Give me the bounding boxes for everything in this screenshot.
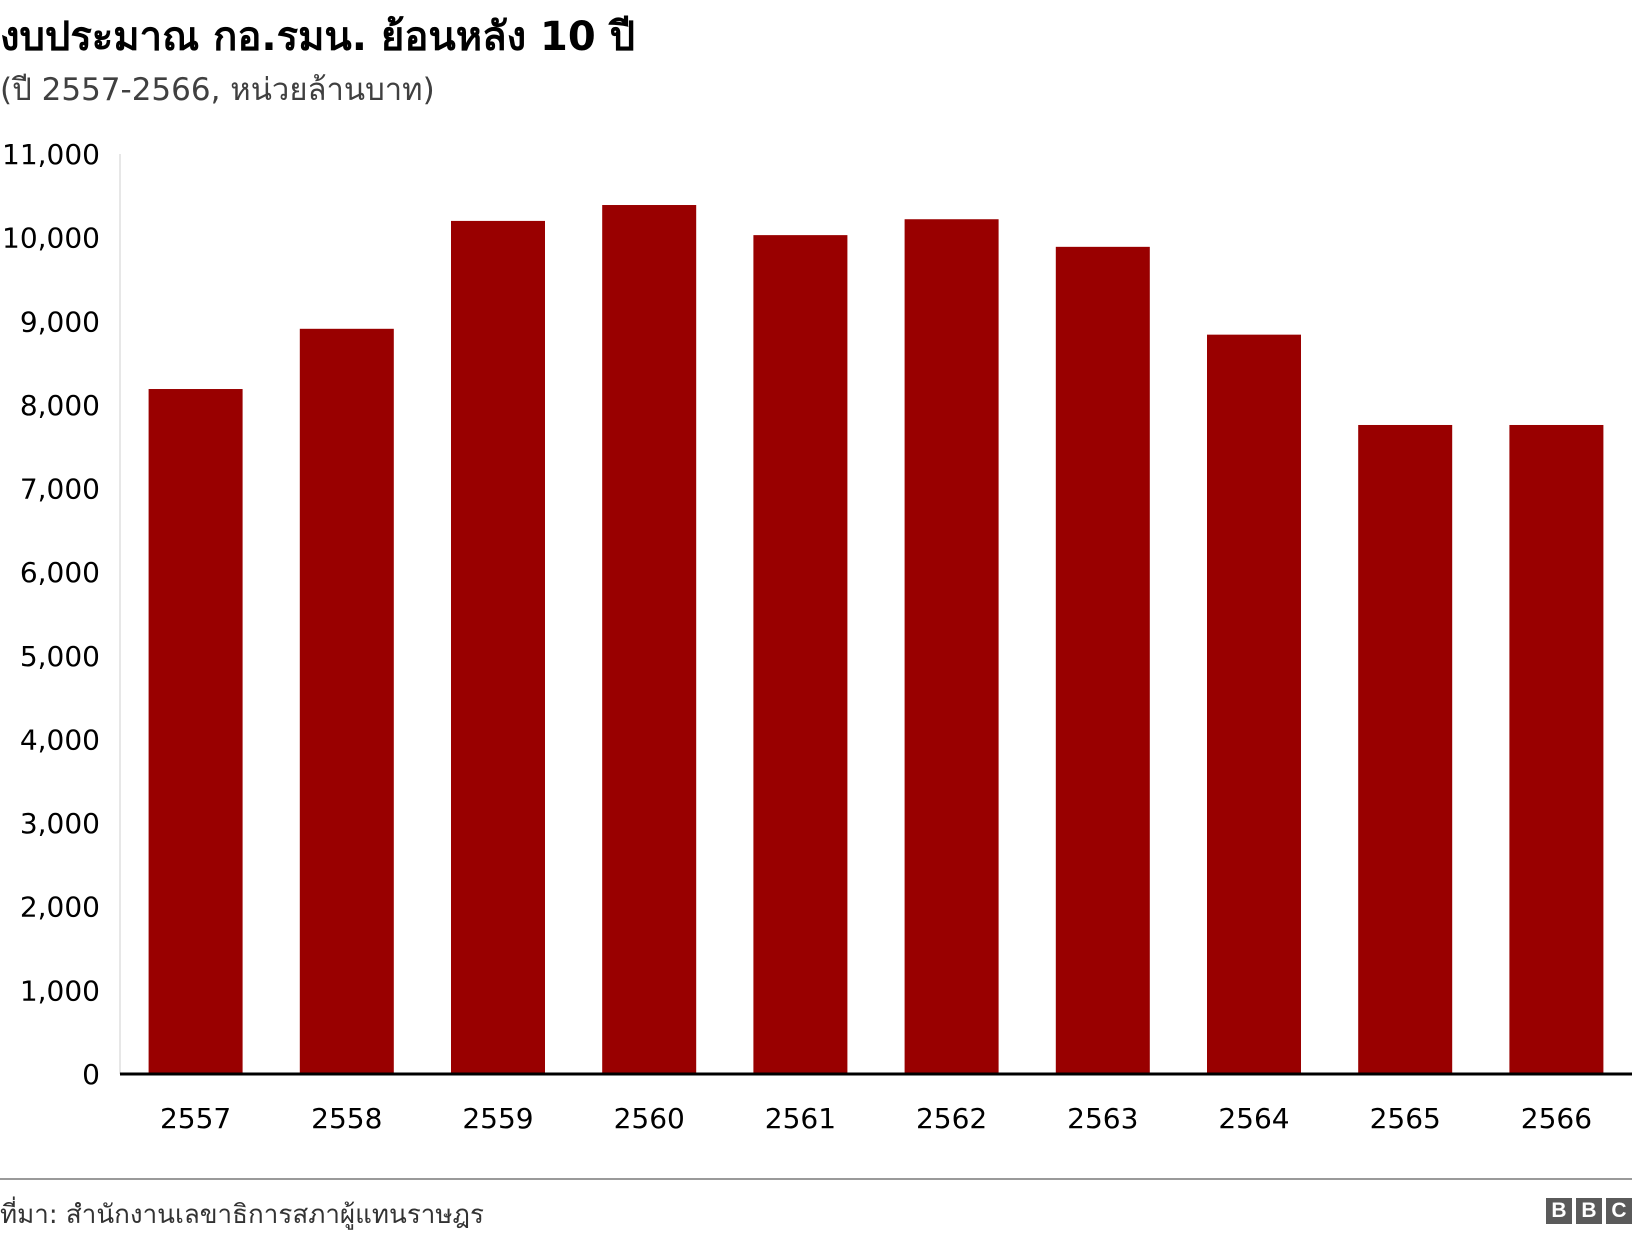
x-tick-label: 2566 <box>1521 1102 1592 1135</box>
x-tick-label: 2565 <box>1370 1102 1441 1135</box>
chart-subtitle: (ปี 2557-2566, หน่วยล้านบาท) <box>0 72 435 108</box>
chart-title: งบประมาณ กอ.รมน. ย้อนหลัง 10 ปี <box>0 14 636 60</box>
x-tick-label: 2559 <box>462 1102 533 1135</box>
bar <box>753 235 848 1075</box>
x-tick-label: 2561 <box>765 1102 836 1135</box>
x-tick-label: 2558 <box>311 1102 382 1135</box>
bar <box>299 328 394 1074</box>
y-tick-label: 4,000 <box>20 723 100 756</box>
bar <box>1358 424 1453 1074</box>
x-tick-label: 2563 <box>1067 1102 1138 1135</box>
bar <box>1207 334 1301 1074</box>
y-tick-label: 10,000 <box>2 222 100 255</box>
x-tick-label: 2560 <box>614 1102 685 1135</box>
bbc-logo-letter: B <box>1576 1198 1602 1224</box>
bar <box>602 205 697 1074</box>
bbc-logo-letter: C <box>1606 1198 1632 1224</box>
bar-chart: 0 1,000 2,000 3,000 4,000 5,000 6,000 7,000 8,00… <box>2 138 1632 1135</box>
bar <box>904 219 999 1075</box>
y-tick-label: 1,000 <box>20 974 100 1007</box>
bbc-logo-letter: B <box>1546 1198 1572 1224</box>
bar <box>1055 246 1150 1074</box>
y-tick-label: 8,000 <box>20 389 100 422</box>
y-tick-label: 0 <box>82 1058 100 1091</box>
y-tick-label: 9,000 <box>20 305 100 338</box>
footer-divider <box>0 1178 1632 1180</box>
x-tick-label: 2564 <box>1218 1102 1289 1135</box>
y-tick-label: 11,000 <box>2 138 100 171</box>
x-tick-label: 2562 <box>916 1102 987 1135</box>
y-tick-label: 7,000 <box>20 473 100 506</box>
bbc-logo: B B C <box>1546 1198 1632 1224</box>
y-tick-label: 3,000 <box>20 807 100 840</box>
y-tick-label: 5,000 <box>20 640 100 673</box>
bar <box>451 220 545 1075</box>
x-tick-label: 2557 <box>160 1102 231 1135</box>
y-tick-label: 2,000 <box>20 891 100 924</box>
bar <box>148 389 243 1074</box>
bar <box>1509 424 1604 1074</box>
y-tick-label: 6,000 <box>20 556 100 589</box>
source-note: ที่มา: สำนักงานเลขาธิการสภาผู้แทนราษฎร <box>0 1200 484 1230</box>
